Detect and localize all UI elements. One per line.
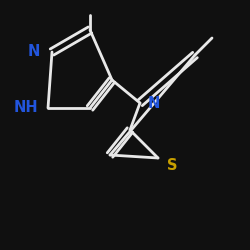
Text: N: N bbox=[28, 44, 40, 60]
Text: NH: NH bbox=[14, 100, 38, 116]
Text: N: N bbox=[148, 96, 160, 110]
Text: S: S bbox=[167, 158, 177, 174]
